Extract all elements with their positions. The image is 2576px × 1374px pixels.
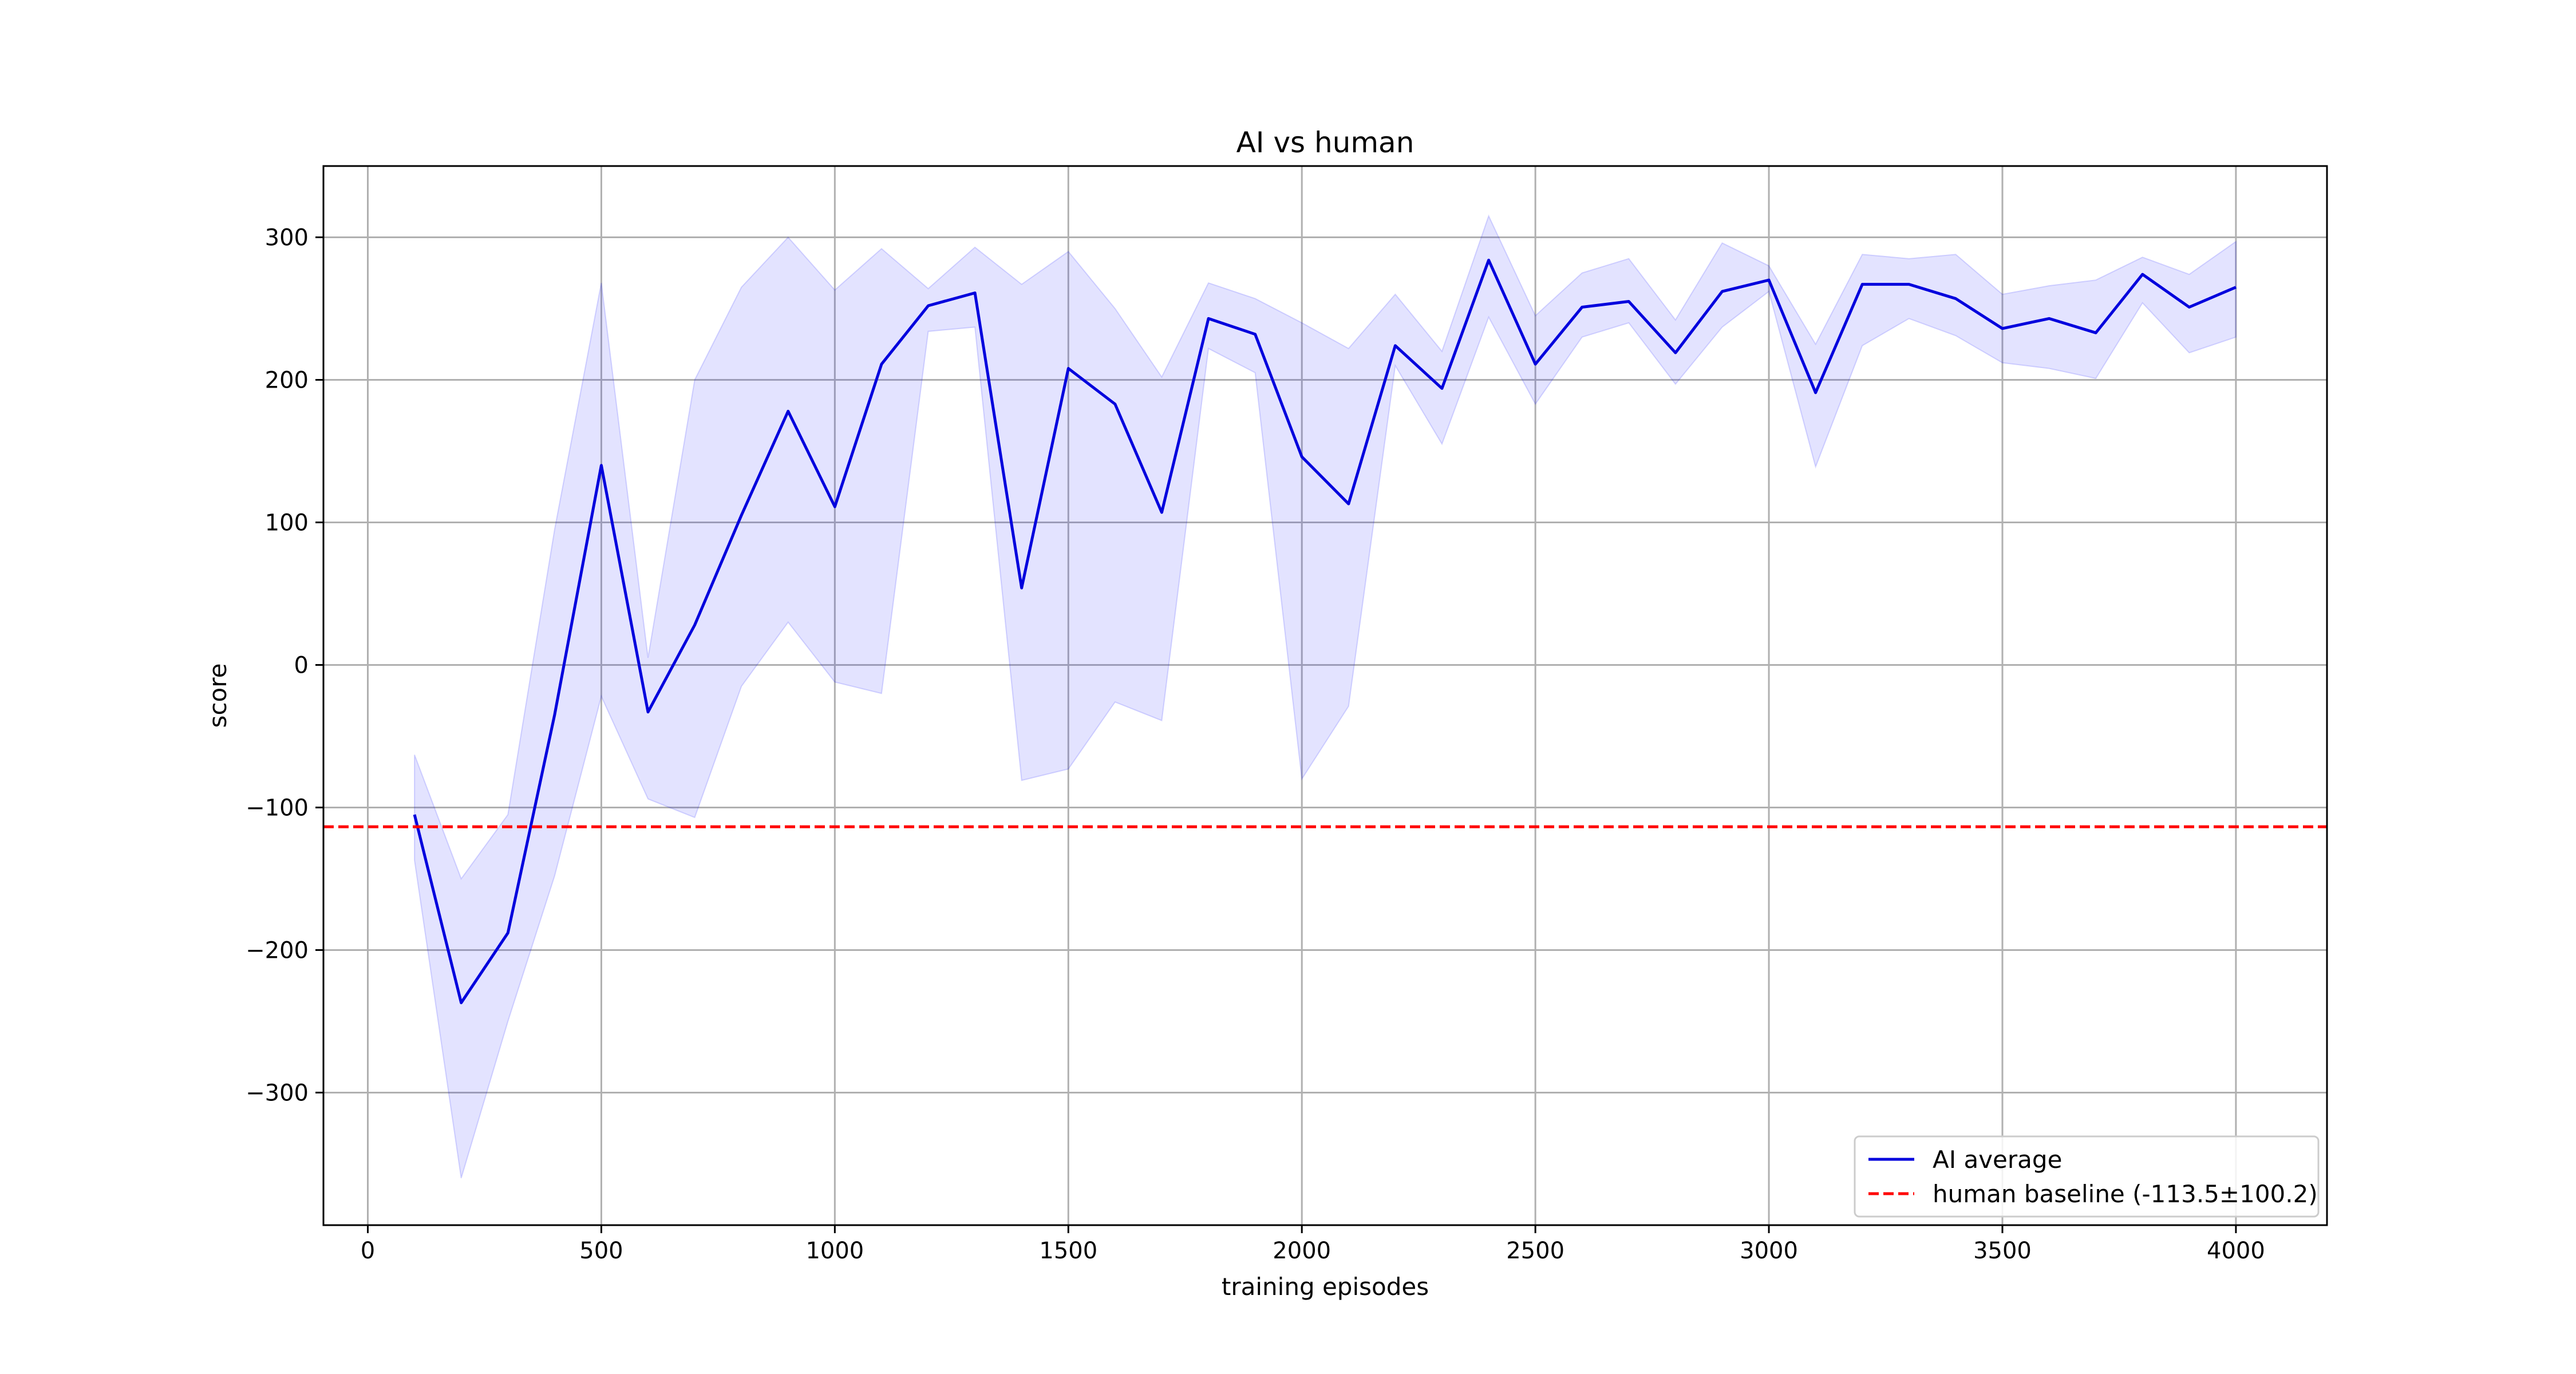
y-tick-label--300: −300 [246, 1080, 309, 1106]
x-tick-label-1000: 1000 [805, 1238, 864, 1264]
x-tick-label-3500: 3500 [1973, 1238, 2032, 1264]
tick-layer: 0 500 1000 1500 2000 2500 3000 3500 4000−300−200… [246, 224, 2265, 1264]
chart-title: AI vs human [1236, 126, 1415, 159]
x-tick-label-2000: 2000 [1273, 1238, 1331, 1264]
x-tick-label-4000: 4000 [2207, 1238, 2265, 1264]
y-tick-label-100: 100 [265, 510, 309, 536]
plot-frame [322, 165, 2328, 1226]
y-tick-label-300: 300 [265, 224, 309, 251]
x-tick-label-2500: 2500 [1506, 1238, 1564, 1264]
x-axis-label: training episodes [1222, 1273, 1429, 1301]
x-tick-label-0: 0 [361, 1238, 375, 1264]
ai-average-line [413, 258, 2237, 1005]
y-tick-label--100: −100 [246, 795, 309, 821]
grid [323, 166, 2327, 1225]
series-layer [323, 258, 2327, 1005]
y-axis-label: score [204, 664, 232, 728]
legend: AI average human baseline (-113.5±100.2) [1854, 1135, 2320, 1218]
confidence-band-layer [414, 214, 2237, 1179]
legend-box [1854, 1135, 2320, 1218]
y-tick-label-200: 200 [265, 367, 309, 393]
legend-label-ai-average: AI average [1933, 1146, 2062, 1174]
y-tick-label--200: −200 [246, 937, 309, 964]
y-tick-label-0: 0 [294, 652, 309, 678]
x-tick-label-500: 500 [579, 1238, 623, 1264]
ai-confidence-band [414, 214, 2237, 1179]
x-tick-label-1500: 1500 [1039, 1238, 1097, 1264]
legend-label-human-baseline: human baseline (-113.5±100.2) [1933, 1180, 2318, 1208]
x-tick-label-3000: 3000 [1740, 1238, 1798, 1264]
